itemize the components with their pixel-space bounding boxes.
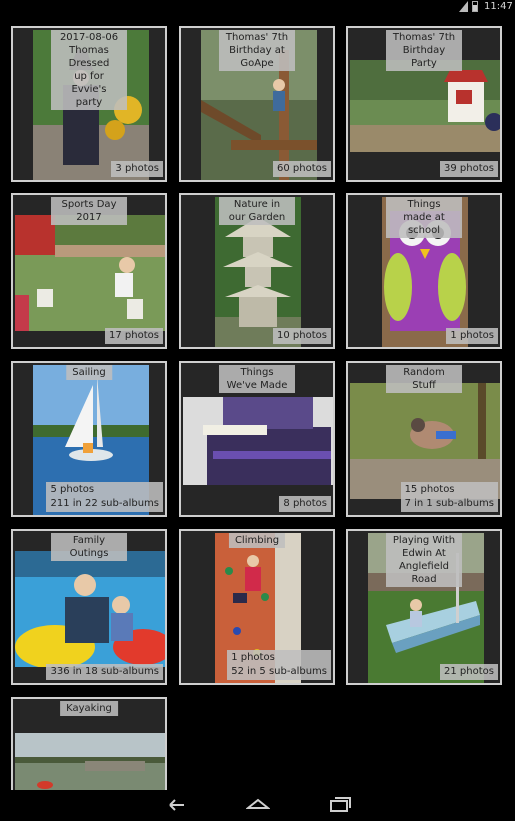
album-card[interactable]: Nature in our Garden 10 photos <box>179 193 335 349</box>
album-thumbnail <box>350 60 500 152</box>
album-title: Kayaking <box>60 701 118 716</box>
album-thumbnail <box>350 383 500 499</box>
album-title: Climbing <box>228 533 286 548</box>
album-card[interactable]: Sailing 5 photos 211 in 22 sub-albums <box>11 361 167 517</box>
back-icon[interactable] <box>164 796 188 814</box>
album-title: Nature in our Garden <box>219 197 295 225</box>
home-icon[interactable] <box>246 796 270 814</box>
album-card[interactable]: Random Stuff 15 photos 7 in 1 sub-albums <box>346 361 502 517</box>
album-thumbnail <box>15 215 165 331</box>
album-card[interactable]: Sports Day 2017 17 photos <box>11 193 167 349</box>
album-title: Thomas' 7th Birthday Party <box>386 30 462 71</box>
album-title: Things We've Made <box>219 365 295 393</box>
album-card[interactable]: Playing With Edwin At Anglefield Road 21… <box>346 529 502 685</box>
album-card[interactable]: Family Outings 336 in 18 sub-albums <box>11 529 167 685</box>
album-title: Random Stuff <box>386 365 462 393</box>
album-title: Sports Day 2017 <box>51 197 127 225</box>
album-count: 15 photos 7 in 1 sub-albums <box>400 482 498 512</box>
album-card[interactable]: 2017-08-06 Thomas Dressed up for Evvie's… <box>11 26 167 182</box>
album-count: 3 photos <box>111 161 163 177</box>
album-count: 5 photos 211 in 22 sub-albums <box>46 482 163 512</box>
album-card[interactable]: Things made at school 1 photos <box>346 193 502 349</box>
album-thumbnail <box>15 733 165 790</box>
status-time: 11:47 <box>484 1 513 12</box>
album-count: 1 photos <box>446 328 498 344</box>
album-card[interactable]: Kayaking <box>11 697 167 790</box>
album-card[interactable]: Things We've Made 8 photos <box>179 361 335 517</box>
album-title: Family Outings <box>51 533 127 561</box>
status-bar: 11:47 <box>0 0 515 14</box>
album-count: 10 photos <box>273 328 331 344</box>
album-title: Things made at school <box>386 197 462 238</box>
album-title: Sailing <box>66 365 112 380</box>
navigation-bar <box>0 790 515 821</box>
battery-icon <box>472 1 478 12</box>
recents-icon[interactable] <box>328 796 352 814</box>
album-card[interactable]: Thomas' 7th Birthday Party 39 photos <box>346 26 502 182</box>
album-count: 1 photos 52 in 5 sub-albums <box>227 650 331 680</box>
album-count: 8 photos <box>279 496 331 512</box>
signal-icon <box>459 1 468 12</box>
album-count: 39 photos <box>440 161 498 177</box>
album-title: 2017-08-06 Thomas Dressed up for Evvie's… <box>51 30 127 110</box>
album-count: 21 photos <box>440 664 498 680</box>
album-card[interactable]: Climbing 1 photos 52 in 5 sub-albums <box>179 529 335 685</box>
album-title: Thomas' 7th Birthday at GoApe <box>219 30 295 71</box>
album-title: Playing With Edwin At Anglefield Road <box>386 533 462 587</box>
album-thumbnail <box>183 397 333 485</box>
album-count: 336 in 18 sub-albums <box>46 664 163 680</box>
album-count: 60 photos <box>273 161 331 177</box>
album-count: 17 photos <box>105 328 163 344</box>
album-thumbnail <box>15 551 165 667</box>
album-grid: 2017-08-06 Thomas Dressed up for Evvie's… <box>11 26 502 790</box>
album-card[interactable]: Thomas' 7th Birthday at GoApe 60 photos <box>179 26 335 182</box>
